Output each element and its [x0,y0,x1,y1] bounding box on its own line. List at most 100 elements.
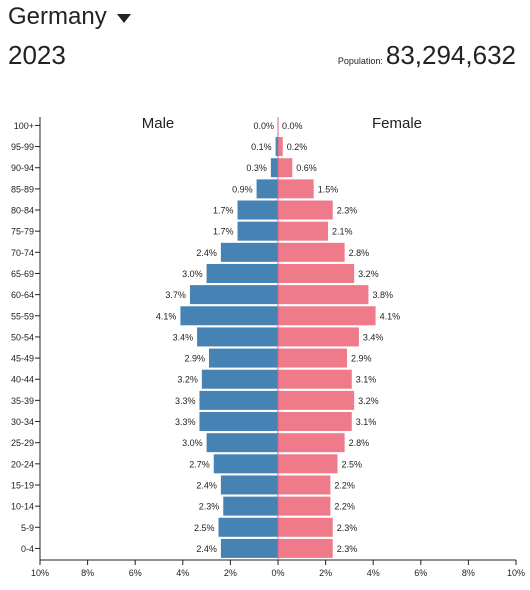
male-bar [197,327,278,347]
y-tick-label: 25-29 [11,438,34,448]
y-tick-label: 90-94 [11,163,34,173]
female-bar [278,412,352,432]
x-tick-label: 6% [129,568,142,578]
female-value-label: 0.2% [287,142,308,152]
male-value-label: 2.9% [184,354,205,364]
female-bar [278,263,355,283]
male-value-label: 3.0% [182,438,203,448]
female-value-label: 2.5% [342,459,363,469]
female-bar [278,137,283,157]
year-display: 2023 [8,40,66,70]
y-tick-label: 75-79 [11,227,34,237]
y-tick-label: 50-54 [11,332,34,342]
y-tick-label: 55-59 [11,311,34,321]
male-bar [199,412,278,432]
female-value-label: 2.9% [351,354,372,364]
y-tick-label: 65-69 [11,269,34,279]
x-tick-label: 2% [319,568,332,578]
female-bar [278,158,293,178]
y-tick-label: 10-14 [11,502,34,512]
female-bar [278,242,345,262]
x-tick-label: 10% [31,568,49,578]
female-bar [278,348,348,368]
female-value-label: 0.6% [296,163,317,173]
male-value-label: 3.3% [175,396,196,406]
female-value-label: 1.5% [318,184,339,194]
female-bar [278,390,355,410]
female-value-label: 2.3% [337,544,358,554]
male-value-label: 2.4% [196,248,217,258]
female-bar [278,327,359,347]
female-value-label: 0.0% [282,121,303,131]
female-bar [278,285,369,305]
female-bar [278,517,333,537]
male-value-label: 1.7% [213,206,234,216]
male-value-label: 4.1% [156,311,177,321]
female-value-label: 2.1% [332,227,353,237]
male-value-label: 0.9% [232,184,253,194]
male-value-label: 1.7% [213,227,234,237]
population-value: 83,294,632 [385,40,516,70]
male-value-label: 3.3% [175,417,196,427]
female-value-label: 2.2% [334,502,355,512]
y-tick-label: 60-64 [11,290,34,300]
male-value-label: 3.2% [177,375,198,385]
male-bar [237,221,278,241]
legend-male: Male [142,115,175,132]
x-tick-label: 8% [462,568,475,578]
y-tick-label: 20-24 [11,459,34,469]
male-value-label: 2.3% [199,502,220,512]
male-bar [180,306,278,326]
female-value-label: 2.8% [349,248,370,258]
female-bar [278,306,376,326]
male-bar [220,538,278,558]
male-bar [275,137,278,157]
male-bar [213,454,278,474]
female-value-label: 4.1% [380,311,401,321]
male-value-label: 0.3% [246,163,267,173]
female-bar [278,538,333,558]
x-tick-label: 8% [81,568,94,578]
male-value-label: 0.1% [251,142,272,152]
female-bar [278,369,352,389]
female-bar [278,221,328,241]
male-bar [220,242,278,262]
x-tick-label: 0% [271,568,284,578]
female-value-label: 2.3% [337,206,358,216]
male-bar [201,369,278,389]
x-tick-label: 2% [224,568,237,578]
y-tick-label: 100+ [14,121,34,131]
population-display: Population: 83,294,632 [338,40,516,71]
male-bar [208,348,278,368]
male-value-label: 3.0% [182,269,203,279]
male-bar [206,433,278,453]
female-value-label: 3.2% [358,396,379,406]
male-bar [270,158,278,178]
x-tick-label: 4% [367,568,380,578]
male-bar [218,517,278,537]
male-bar [256,179,278,199]
x-tick-label: 4% [176,568,189,578]
caret-down-icon[interactable] [116,14,131,23]
male-value-label: 0.0% [253,121,274,131]
country-name: Germany [8,3,107,30]
female-value-label: 3.2% [358,269,379,279]
female-bar [278,454,338,474]
population-label: Population: [337,56,383,66]
legend-female: Female [372,115,422,132]
y-tick-label: 30-34 [11,417,34,427]
y-tick-label: 80-84 [11,206,34,216]
y-tick-label: 85-89 [11,184,34,194]
female-value-label: 3.1% [356,375,377,385]
country-selector[interactable]: Germany [8,2,131,32]
male-value-label: 3.4% [173,332,194,342]
male-bar [220,475,278,495]
y-tick-label: 5-9 [21,523,34,533]
y-tick-label: 95-99 [11,142,34,152]
x-tick-label: 10% [507,568,525,578]
male-value-label: 2.4% [196,544,217,554]
y-tick-label: 40-44 [11,375,34,385]
female-bar [278,475,331,495]
male-value-label: 2.5% [194,523,215,533]
